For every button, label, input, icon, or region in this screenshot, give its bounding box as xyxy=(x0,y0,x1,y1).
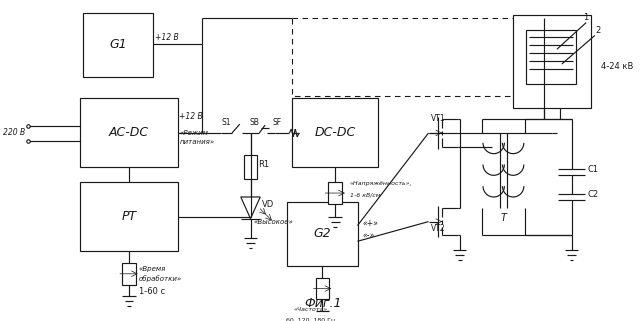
Text: РТ: РТ xyxy=(122,210,136,223)
Text: «+»: «+» xyxy=(362,219,378,228)
FancyBboxPatch shape xyxy=(513,15,591,108)
Text: 220 В: 220 В xyxy=(3,128,25,137)
Text: С2: С2 xyxy=(587,190,598,199)
Text: SB: SB xyxy=(250,118,259,127)
Text: «Время: «Время xyxy=(139,266,166,272)
FancyBboxPatch shape xyxy=(83,13,153,77)
Text: VD: VD xyxy=(262,200,275,209)
FancyBboxPatch shape xyxy=(287,202,358,266)
Text: С1: С1 xyxy=(587,165,598,174)
Text: AC-DC: AC-DC xyxy=(109,126,149,139)
Text: Фиг.1: Фиг.1 xyxy=(305,297,342,310)
Text: G2: G2 xyxy=(314,227,332,240)
Text: 1-6 кВ/см: 1-6 кВ/см xyxy=(349,193,380,198)
Text: Т: Т xyxy=(500,213,506,223)
Text: 1: 1 xyxy=(583,13,588,22)
Text: питания»: питания» xyxy=(179,139,215,145)
Text: +12 В: +12 В xyxy=(179,112,204,121)
FancyBboxPatch shape xyxy=(80,99,177,168)
FancyBboxPatch shape xyxy=(316,278,330,299)
Text: R1: R1 xyxy=(259,160,269,169)
Text: «-»: «-» xyxy=(362,231,374,240)
Text: G1: G1 xyxy=(109,38,127,51)
Text: «Напряжённость»,: «Напряжённость», xyxy=(349,181,412,186)
Text: SF: SF xyxy=(273,118,282,127)
Text: «Высокое»: «Высокое» xyxy=(253,219,293,225)
Text: обработки»: обработки» xyxy=(139,275,182,282)
Text: +12 В: +12 В xyxy=(155,33,179,42)
Text: S1: S1 xyxy=(221,118,231,127)
Text: «Режим: «Режим xyxy=(179,130,209,136)
Bar xyxy=(292,18,552,96)
Text: DC-DC: DC-DC xyxy=(314,126,356,139)
Text: VT1: VT1 xyxy=(431,114,445,123)
FancyBboxPatch shape xyxy=(292,99,378,168)
Text: 1-60 с: 1-60 с xyxy=(139,288,164,297)
FancyBboxPatch shape xyxy=(328,182,342,204)
FancyBboxPatch shape xyxy=(80,182,177,251)
FancyBboxPatch shape xyxy=(122,263,136,285)
Text: 2: 2 xyxy=(596,25,601,34)
FancyBboxPatch shape xyxy=(244,155,257,179)
Text: 60, 120, 180 Гц: 60, 120, 180 Гц xyxy=(285,317,335,321)
Text: «Частота»,: «Частота», xyxy=(293,307,330,312)
Text: 4-24 кВ: 4-24 кВ xyxy=(601,62,633,71)
Polygon shape xyxy=(241,197,260,219)
FancyBboxPatch shape xyxy=(526,30,577,84)
Text: VT2: VT2 xyxy=(431,224,445,233)
